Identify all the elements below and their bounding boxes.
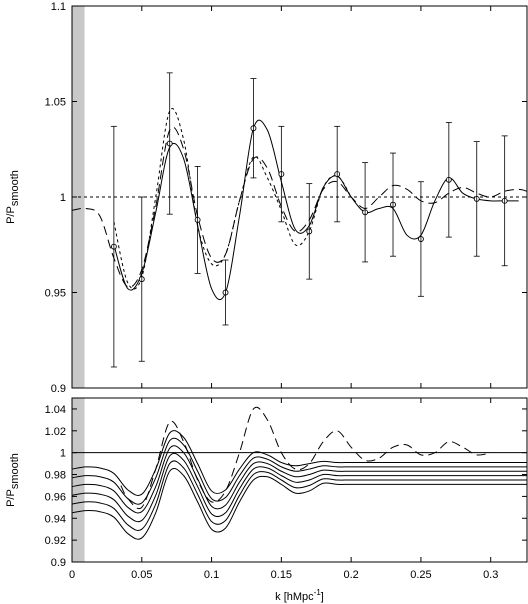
x-tick-label: 0.15: [271, 569, 292, 581]
x-axis-label: k [hMpc-1]: [275, 588, 324, 603]
curve: [72, 445, 527, 514]
shaded-region: [72, 398, 85, 562]
y-tick-label: 0.96: [45, 491, 66, 503]
curve: [72, 460, 527, 531]
curve: [72, 126, 527, 288]
y-tick-label: 1.02: [45, 426, 66, 438]
plot-area: [72, 72, 527, 368]
x-tick-label: 0.1: [204, 569, 219, 581]
curve: [120, 406, 491, 510]
y-tick-label: 0.92: [45, 535, 66, 547]
y-axis-label: P/Psmooth: [5, 170, 21, 224]
curve: [72, 430, 527, 496]
x-tick-label: 0.05: [131, 569, 152, 581]
y-tick-label: 1.04: [45, 404, 66, 416]
y-axis-label-main: P/P: [5, 206, 17, 224]
x-tick-label: 0.3: [483, 569, 498, 581]
y-tick-label: 0.94: [45, 513, 66, 525]
curve: [113, 108, 352, 290]
y-tick-label: 1: [60, 448, 66, 460]
curve: [72, 437, 527, 505]
axes-frame: [71, 5, 528, 389]
curve: [72, 452, 527, 523]
x-axis-label-sup: -1: [314, 588, 322, 597]
y-tick-label: 0.9: [51, 383, 66, 395]
axes-frame: [71, 397, 528, 563]
plot-area: [72, 406, 527, 540]
y-tick-label: 1.05: [45, 97, 66, 109]
curve: [72, 468, 527, 540]
x-tick-label: 0: [69, 569, 75, 581]
y-tick-label: 0.98: [45, 470, 66, 482]
x-axis-label-part: ]: [321, 591, 324, 603]
y-tick-label: 1: [60, 192, 66, 204]
y-tick-label: 0.9: [51, 557, 66, 569]
x-tick-label: 0.2: [343, 569, 358, 581]
x-tick-label: 0.25: [410, 569, 431, 581]
y-axis-label-sub: smooth: [9, 170, 21, 206]
y-axis-label-sub: smooth: [9, 453, 21, 489]
y-axis-label: P/Psmooth: [5, 453, 21, 507]
x-axis-label-part: k [hMpc: [275, 591, 314, 603]
y-tick-label: 1.1: [51, 1, 66, 13]
y-tick-label: 0.95: [45, 288, 66, 300]
y-axis-label-main: P/P: [5, 489, 17, 507]
